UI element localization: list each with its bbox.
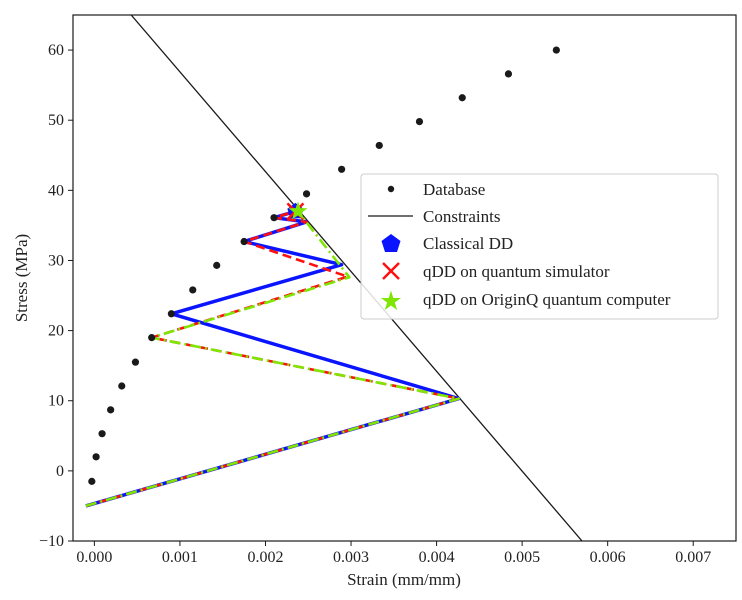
database-point (240, 237, 248, 246)
qdd-originq-marker (288, 201, 308, 220)
database-point (458, 94, 466, 102)
x-tick-label: 0.003 (333, 549, 369, 566)
qdd-simulator-path (85, 210, 461, 508)
legend-pentagon-icon (381, 234, 401, 252)
y-tick-label: 30 (48, 252, 64, 269)
y-tick-label: 60 (48, 42, 64, 59)
y-tick-label: 40 (48, 182, 64, 199)
database-layer (88, 46, 560, 485)
database-point (552, 46, 560, 54)
legend-entry-classical-dd: Classical DD (381, 234, 513, 253)
database-point (118, 382, 126, 390)
x-tick-label: 0.007 (675, 549, 711, 566)
database-point (131, 358, 140, 366)
legend-entry-database: Database (387, 180, 485, 199)
database-point (92, 453, 100, 461)
database-point (375, 141, 383, 150)
x-tick-label: 0.005 (504, 549, 540, 566)
database-point (338, 165, 346, 173)
database-point (415, 118, 424, 126)
database-point (302, 190, 311, 198)
constraint-layer (130, 15, 583, 541)
database-point (270, 214, 278, 222)
legend-star-icon (381, 290, 401, 310)
y-tick-label: 20 (48, 323, 64, 340)
database-point (213, 261, 221, 269)
legend-entry-qdd-simulator: qDD on quantum simulator (382, 262, 610, 281)
x-axis-label: Strain (mm/mm) (347, 570, 461, 589)
x-tick-label: 0.006 (590, 549, 626, 566)
legend-database-label: Database (423, 180, 485, 199)
y-tick-label: 50 (48, 112, 64, 129)
legend-entry-constraints: Constraints (368, 207, 500, 226)
y-tick-label: 0 (56, 463, 64, 480)
y-axis-label: Stress (MPa) (12, 234, 31, 322)
database-point (167, 310, 175, 318)
database-point (504, 70, 513, 78)
legend-x-icon (382, 262, 400, 280)
database-point (107, 406, 115, 414)
x-tick-label: 0.004 (419, 549, 455, 566)
x-tick-label: 0.000 (76, 549, 112, 566)
axis-ticks: 0.000 0.001 0.002 0.003 0.004 0.005 0.006 0.007… (39, 42, 711, 566)
legend-constraints-label: Constraints (423, 207, 500, 226)
y-tick-label: −10 (39, 533, 64, 550)
legend-database-marker (387, 185, 395, 193)
legend-originq-label: qDD on OriginQ quantum computer (423, 290, 671, 309)
legend-box (360, 173, 719, 320)
database-point (88, 477, 96, 485)
constraints-line (130, 15, 583, 541)
legend-classical-label: Classical DD (423, 234, 513, 253)
legend-simulator-label: qDD on quantum simulator (423, 262, 610, 281)
database-point (98, 430, 106, 438)
database-point (189, 286, 197, 294)
x-tick-label: 0.002 (247, 549, 283, 566)
x-tick-label: 0.001 (162, 549, 198, 566)
y-tick-label: 10 (48, 393, 64, 410)
final-markers (286, 201, 308, 221)
legend: Database Constraints Classical DD qDD on… (360, 173, 719, 320)
legend-entry-qdd-originq: qDD on OriginQ quantum computer (381, 290, 671, 310)
database-point (148, 334, 156, 342)
